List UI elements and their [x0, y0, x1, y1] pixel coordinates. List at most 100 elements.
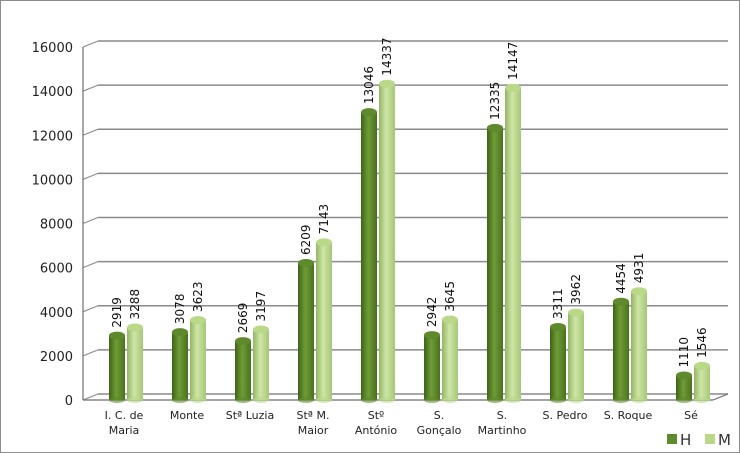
bar-body: [127, 327, 143, 400]
bar-base: [190, 397, 206, 403]
legend-swatch: [705, 434, 715, 444]
bar-base: [253, 397, 269, 403]
bar-H-5: [424, 331, 440, 403]
data-label: 3197: [254, 291, 268, 322]
x-axis-ticks: I. C. de Maria Monte Stª Luzia Stª M. Maior St…: [105, 409, 698, 437]
bar-top: [361, 108, 377, 117]
gridline-depth: [82, 349, 99, 357]
data-label: 3078: [173, 294, 187, 325]
bar-body: [505, 87, 521, 401]
legend-item-M: M: [705, 431, 731, 449]
bar-M-4: [379, 79, 395, 403]
data-labels: 2919 3288 3078 3623 2669 3197 6209 7143 13046 143…: [110, 38, 709, 368]
bar-top: [442, 315, 458, 324]
x-tick-label: S. Pedro: [543, 409, 588, 422]
y-tick-label: 6000: [40, 262, 73, 277]
data-label: 4454: [614, 263, 628, 294]
data-label: 13046: [362, 66, 376, 104]
legend-label: M: [718, 431, 731, 449]
bar-M-7: [568, 308, 584, 403]
data-label: 12335: [488, 82, 502, 120]
bar-base: [235, 397, 251, 403]
gridline-depth: [82, 261, 99, 269]
bar-M-5: [442, 315, 458, 403]
bar-base: [298, 397, 314, 403]
bar-H-4: [361, 108, 377, 403]
bar-body: [190, 320, 206, 400]
y-tick-label: 14000: [32, 85, 73, 100]
bar-base: [487, 397, 503, 403]
data-label: 4931: [632, 253, 646, 284]
gridline-depth: [82, 40, 99, 48]
x-tick-label: Stª Luzia: [226, 409, 274, 422]
bar-top: [694, 361, 710, 370]
bar-body: [379, 83, 395, 400]
data-label: 7143: [317, 204, 331, 235]
bar-base: [550, 397, 566, 403]
bar-base: [568, 397, 584, 403]
data-label: 1546: [695, 327, 709, 358]
gridline-depth: [82, 128, 99, 136]
bar-body: [316, 242, 332, 400]
bar-base: [109, 397, 125, 403]
legend-item-H: H: [667, 431, 691, 449]
bar-top: [424, 331, 440, 340]
bar-top: [298, 259, 314, 268]
data-label: 2669: [236, 303, 250, 334]
bar-base: [613, 397, 629, 403]
bar-base: [316, 397, 332, 403]
bar-base: [172, 397, 188, 403]
x-tick-label: S. Martinho: [478, 409, 527, 437]
data-label: 1110: [677, 337, 691, 368]
bar-H-2: [235, 337, 251, 403]
y-tick-label: 8000: [40, 218, 73, 233]
bar-top: [235, 337, 251, 346]
bar-base: [127, 397, 143, 403]
bar-M-9: [694, 361, 710, 403]
y-tick-label: 10000: [32, 173, 73, 188]
bar-base: [424, 397, 440, 403]
x-tick-label: Stº António: [355, 409, 398, 437]
x-tick-label: I. C. de Maria: [105, 409, 144, 437]
bar-top: [172, 328, 188, 337]
x-axis-depth: [712, 393, 729, 401]
bar-H-3: [298, 259, 314, 403]
bars: [109, 79, 710, 403]
bar-body: [487, 127, 503, 400]
bar-base: [379, 397, 395, 403]
data-label: 3288: [128, 289, 142, 320]
bar-top: [253, 325, 269, 334]
bar-body: [568, 312, 584, 400]
bar-H-0: [109, 331, 125, 403]
gridline-depth: [82, 393, 99, 401]
bar-top: [487, 123, 503, 132]
y-tick-label: 4000: [40, 306, 73, 321]
bar-body: [676, 375, 692, 400]
bar-body: [424, 335, 440, 400]
bar-top: [316, 238, 332, 247]
data-label: 14337: [380, 38, 394, 76]
gridline-depth: [82, 305, 99, 313]
y-tick-label: 12000: [32, 129, 73, 144]
gridline-depth: [82, 172, 99, 180]
bar-body: [442, 319, 458, 400]
data-label: 3645: [443, 281, 457, 312]
data-label: 2942: [425, 297, 439, 328]
bar-M-1: [190, 316, 206, 403]
bar-M-6: [505, 83, 521, 403]
bar-base: [361, 397, 377, 403]
bar-H-8: [613, 297, 629, 403]
bar-top: [505, 83, 521, 92]
data-label: 3311: [551, 288, 565, 319]
bar-top: [631, 287, 647, 296]
y-tick-label: 2000: [40, 350, 73, 365]
bar-H-7: [550, 322, 566, 403]
bar-base: [676, 397, 692, 403]
y-tick-label: 16000: [32, 41, 73, 56]
y-axis-ticks: 0 2000 4000 6000 8000 10000 12000 14000 16000: [32, 41, 73, 409]
bar-top: [109, 331, 125, 340]
legend-swatch: [667, 434, 677, 444]
data-label: 6209: [299, 224, 313, 255]
